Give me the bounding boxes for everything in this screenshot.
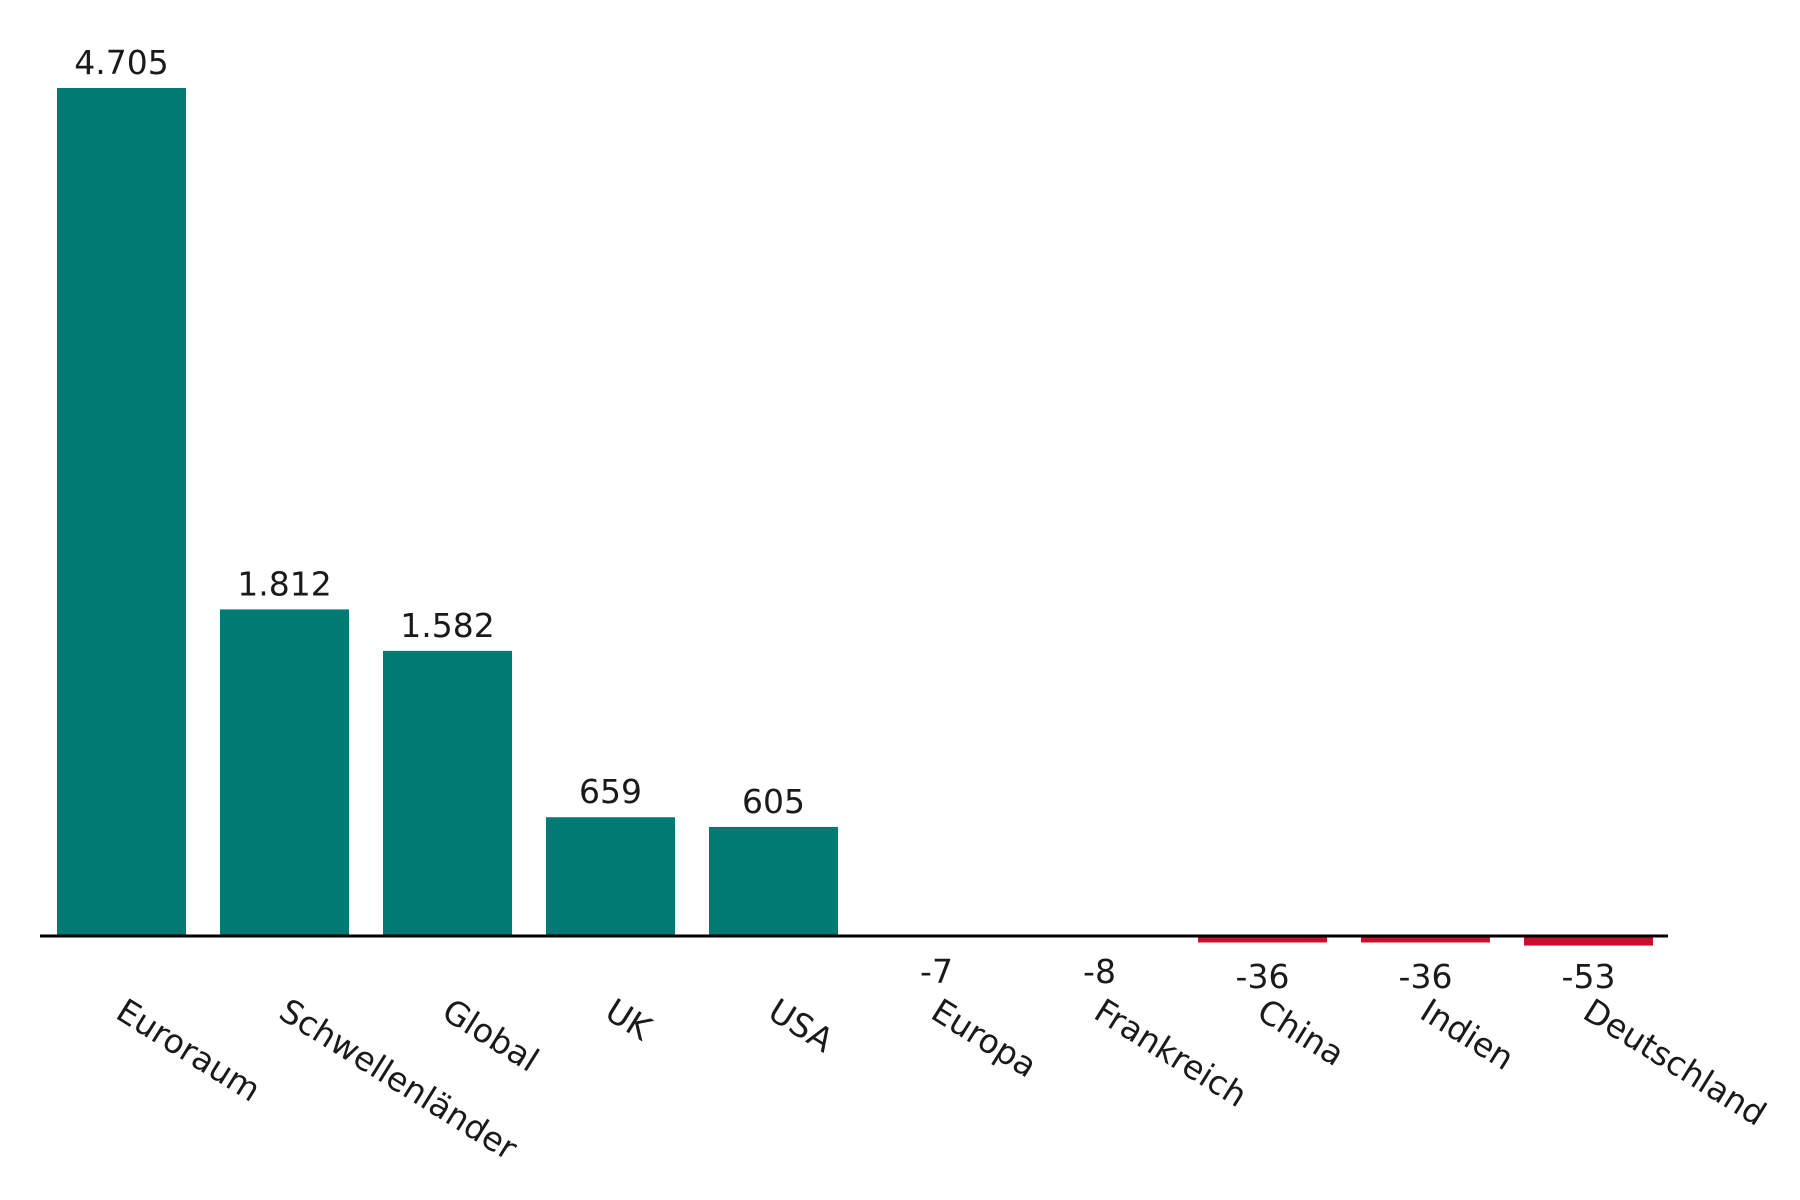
category-label-europa: Europa	[925, 991, 1044, 1086]
category-label-deutschland: Deutschland	[1577, 991, 1773, 1134]
bar-global	[383, 650, 512, 936]
category-label-global: Global	[436, 991, 546, 1080]
value-labels-layer: 4.705 1.812 1.582 659 605 -7 -8 -36 -36 -53	[74, 43, 1615, 996]
bar-deutschland	[1524, 936, 1653, 946]
value-label-indien: -36	[1399, 957, 1453, 996]
category-label-usa: USA	[762, 991, 841, 1060]
bar-usa	[709, 826, 838, 936]
category-label-frankreich: Frankreich	[1088, 991, 1254, 1115]
category-label-indien: Indien	[1414, 991, 1521, 1078]
value-label-schwellenlaender: 1.812	[237, 564, 331, 603]
value-label-global: 1.582	[400, 606, 494, 645]
bars-layer	[57, 88, 1653, 946]
value-label-europa: -7	[920, 952, 953, 991]
value-label-euroraum: 4.705	[74, 43, 168, 82]
bar-indien	[1361, 936, 1490, 943]
value-label-deutschland: -53	[1562, 957, 1616, 996]
bar-euroraum	[57, 88, 186, 936]
value-label-china: -36	[1236, 957, 1290, 996]
category-label-china: China	[1251, 991, 1352, 1074]
bar-schwellenlaender	[220, 609, 349, 936]
bar-uk	[546, 817, 675, 936]
bar-china	[1198, 936, 1327, 943]
value-label-uk: 659	[579, 772, 642, 811]
category-label-uk: UK	[599, 991, 660, 1049]
category-label-euroraum: Euroraum	[110, 991, 268, 1110]
value-label-usa: 605	[742, 782, 805, 821]
value-label-frankreich: -8	[1083, 952, 1116, 991]
